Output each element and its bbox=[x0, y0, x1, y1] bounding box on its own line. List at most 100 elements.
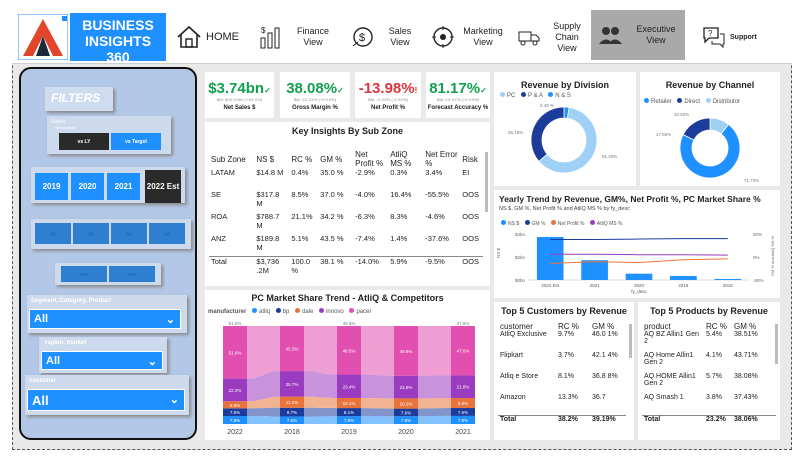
table-row[interactable]: LATAM $14.8 M 0.4% 35.0 % -2.9% 0.3% 3.4% EI bbox=[209, 168, 483, 190]
ytd-button[interactable]: YTD bbox=[61, 266, 107, 282]
y2-tick-label: 0% bbox=[753, 255, 760, 260]
total-cell: $3,736 .2M bbox=[256, 256, 280, 275]
col-header[interactable]: Sub Zone bbox=[211, 154, 246, 164]
yearly-trend-title: Yearly Trend by Revenue, GM%, Net Profit… bbox=[499, 194, 761, 204]
col-header[interactable]: RC % bbox=[706, 322, 727, 331]
col-header[interactable]: GM % bbox=[734, 322, 757, 331]
segment-bp-2019 bbox=[337, 408, 361, 417]
legend-item: Net Profit % bbox=[557, 221, 585, 227]
table-cell: 43.5 % bbox=[320, 234, 344, 243]
nav-home[interactable]: HOME bbox=[176, 14, 242, 60]
legend-dot bbox=[295, 308, 301, 313]
legend-item: pacer bbox=[356, 309, 372, 315]
quarter-q2-button[interactable]: Q2 bbox=[73, 223, 109, 244]
nav-finance[interactable]: $ Finance View bbox=[258, 14, 338, 60]
nav-marketing[interactable]: Marketing View bbox=[430, 14, 506, 60]
table-row[interactable]: AQ BZ Allin1 Gen 2 5.4% 38.51% bbox=[642, 331, 776, 352]
data-label: 11.2% bbox=[286, 400, 298, 405]
nav-finance-label: Finance View bbox=[296, 26, 330, 47]
col-header[interactable]: RC % bbox=[291, 154, 313, 164]
table-cell: 21.1% bbox=[291, 212, 313, 221]
vs-ly-button[interactable]: vs LY bbox=[59, 133, 109, 150]
year-2020-button[interactable]: 2020 bbox=[71, 173, 104, 200]
year-2019-button[interactable]: 2019 bbox=[35, 173, 68, 200]
legend-item: innovo bbox=[326, 309, 344, 315]
division-donut-chart[interactable]: 2.49 % 36.18% 61.33% bbox=[494, 100, 636, 186]
legend-item: AtliQ MS % bbox=[596, 221, 623, 227]
sales-icon: $ bbox=[350, 24, 376, 50]
segment-innovo-2018 bbox=[280, 371, 304, 397]
table-row[interactable]: AtliQ Exclusive 9.7% 46.0 1% bbox=[498, 331, 626, 352]
region-dropdown[interactable]: All ⌄ bbox=[41, 351, 163, 370]
year-2021-button[interactable]: 2021 bbox=[107, 173, 140, 200]
table-cell: SE bbox=[211, 190, 222, 199]
data-label: 7.8% bbox=[230, 418, 240, 423]
col-header[interactable]: GM % bbox=[592, 322, 615, 331]
segment-innovo-2019 bbox=[337, 374, 361, 398]
customer-dropdown[interactable]: All ⌄ bbox=[27, 389, 185, 411]
legend-item: NS $ bbox=[508, 221, 520, 227]
legend-item: dale bbox=[302, 309, 314, 315]
quarter-q4-button[interactable]: Q4 bbox=[149, 223, 185, 244]
table-cell: OOS bbox=[462, 234, 479, 243]
home-icon bbox=[176, 24, 202, 50]
table-row[interactable]: SE $317.8 M 8.5% 37.0 % -4.0% 16.4% -55.5% OOS bbox=[209, 190, 483, 212]
data-label: 36.18% bbox=[508, 130, 523, 135]
table-row[interactable]: AQ HOME Allin1 Gen 2 5.7% 38.08% bbox=[642, 373, 776, 394]
nav-support[interactable]: ? Support bbox=[700, 14, 770, 60]
table-row[interactable]: Atliq e Store 8.1% 36.8 8% bbox=[498, 373, 626, 394]
table-row[interactable]: Flipkart 3.7% 42.1 4% bbox=[498, 352, 626, 373]
channel-donut-chart[interactable]: 10.62% 17.65% 71.73% bbox=[640, 104, 780, 186]
table-cell: -37.6% bbox=[425, 234, 449, 243]
col-header[interactable]: customer bbox=[500, 322, 533, 331]
col-header[interactable]: product bbox=[644, 322, 671, 331]
total-cell: 5.9% bbox=[390, 256, 408, 266]
col-header[interactable]: GM % bbox=[320, 154, 343, 164]
table-scrollbar[interactable] bbox=[485, 152, 488, 212]
table-header-row: customer RC % GM % bbox=[498, 322, 626, 331]
vs-target-button[interactable]: vs Target bbox=[111, 133, 161, 150]
nav-supply-chain[interactable]: Supply Chain View bbox=[516, 14, 588, 60]
customer-label: customer bbox=[29, 378, 57, 384]
table-scrollbar[interactable] bbox=[629, 324, 632, 358]
total-cell: 100.0 % bbox=[291, 256, 311, 275]
table-cell: 8.3% bbox=[390, 212, 408, 221]
kpi-net-profit: -13.98%! BM: -X.XX% (-X.XX%) Net Profit … bbox=[355, 72, 421, 118]
col-header[interactable]: Risk bbox=[462, 154, 478, 164]
year-2022-est-button[interactable]: 2022 Est bbox=[145, 170, 181, 203]
col-header[interactable]: Net Error % bbox=[425, 150, 458, 168]
kpi-net-sales-label: Net Sales $ bbox=[223, 105, 256, 111]
total-label: 51.6% bbox=[229, 321, 242, 326]
region-value: All bbox=[46, 355, 61, 367]
table-cell: 9.7% bbox=[558, 331, 574, 338]
table-row[interactable]: ANZ $189.8 M 5.1% 43.5 % -7.4% 1.4% -37.6% OOS bbox=[209, 234, 483, 256]
col-header[interactable]: AtliQ MS % bbox=[390, 150, 412, 168]
nav-executive[interactable]: Executive View bbox=[591, 10, 685, 60]
kpi-net-profit-label: Net Profit % bbox=[370, 105, 405, 111]
table-cell: 5.4% bbox=[706, 331, 722, 338]
segment-pacer-2021 bbox=[451, 326, 475, 376]
col-header[interactable]: RC % bbox=[558, 322, 579, 331]
table-cell: 8.5% bbox=[291, 190, 309, 199]
segment-dropdown[interactable]: All ⌄ bbox=[29, 309, 181, 329]
market-share-chart[interactable]: 7.8% 7.6% 6.9% 22.2% 51.6% 2022 51.6% 7.6% 8.7% 1… bbox=[205, 318, 490, 440]
y-tick-label: $4bn bbox=[515, 232, 526, 237]
nav-sales[interactable]: $ Sales View bbox=[350, 14, 420, 60]
table-header-row: Sub Zone NS $ RC % GM % Net Profit % Atl… bbox=[209, 150, 483, 168]
table-scrollbar[interactable] bbox=[775, 324, 778, 364]
ribbon-bp bbox=[418, 408, 451, 417]
ytg-button[interactable]: YTG bbox=[109, 266, 155, 282]
table-row[interactable]: AQ Smash 1 3.8% 37.43% bbox=[642, 394, 776, 415]
table-row[interactable]: Amazon 13.3% 36.7 bbox=[498, 394, 626, 415]
quarter-q3-button[interactable]: Q3 bbox=[111, 223, 147, 244]
table-row[interactable]: ROA $788.7 M 21.1% 34.2 % -6.3% 8.3% -4.6% OOS bbox=[209, 212, 483, 234]
table-row[interactable]: AQ Home Allin1 Gen 2 4.1% 43.71% bbox=[642, 352, 776, 373]
yearly-trend-chart[interactable]: $4bn $2bn $0bn 50% 0% -50% NS $ GM % and AtliQ … bbox=[494, 228, 780, 298]
ribbon-dale bbox=[304, 396, 337, 409]
total-cell: -14.0% bbox=[355, 256, 379, 266]
quarter-q1-button[interactable]: Q1 bbox=[35, 223, 71, 244]
data-label: 23.4% bbox=[343, 384, 356, 389]
col-header[interactable]: NS $ bbox=[256, 154, 275, 164]
bar-ns-2019 bbox=[670, 275, 697, 280]
col-header[interactable]: Net Profit % bbox=[355, 150, 384, 168]
